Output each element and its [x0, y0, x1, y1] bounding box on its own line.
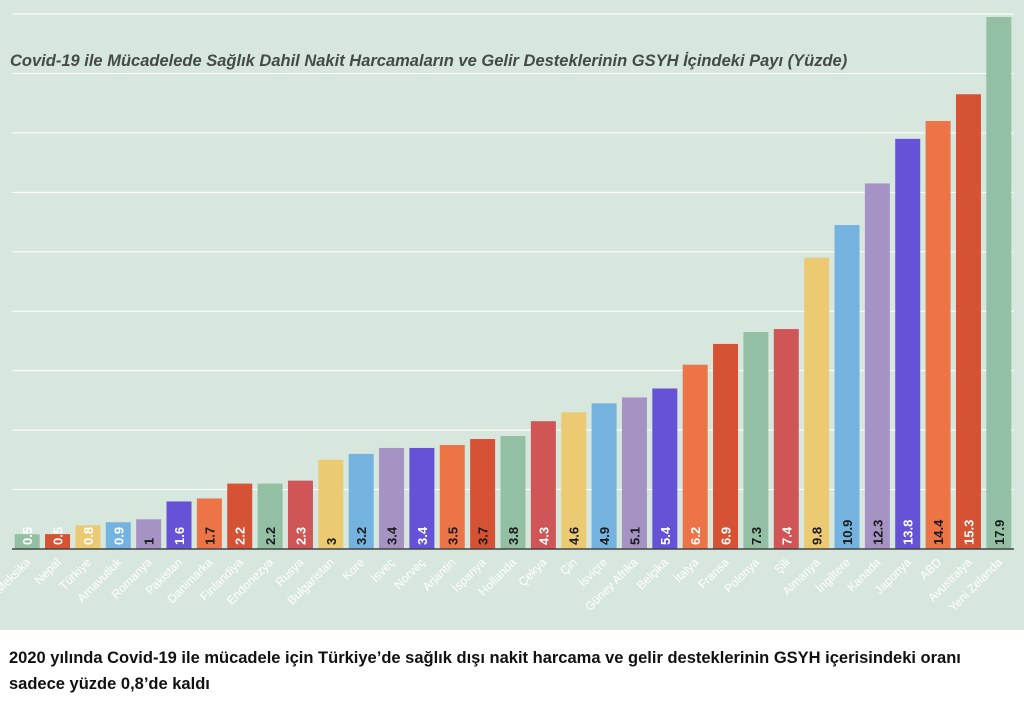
bar — [530, 421, 556, 549]
bar — [75, 525, 101, 549]
bar-value-label: 4.6 — [567, 527, 582, 545]
category-tick-label: Çekya — [516, 555, 550, 589]
bar-value-label: 3.5 — [445, 527, 460, 545]
category-tick-label: Çin — [557, 555, 580, 578]
category-tick-label: Şili — [771, 555, 792, 576]
category-tick-label: Meksika — [0, 555, 34, 596]
bar — [955, 94, 981, 549]
bar-value-label: 5.1 — [627, 527, 642, 545]
bar-value-label: 10.9 — [840, 520, 855, 545]
bar — [804, 257, 830, 549]
bar-value-label: 2.2 — [233, 527, 248, 545]
bar-value-label: 2.2 — [263, 527, 278, 545]
bar — [227, 483, 253, 549]
bar — [925, 121, 951, 549]
bar-value-label: 1.7 — [202, 527, 217, 545]
bar — [773, 329, 799, 549]
bar — [257, 483, 283, 549]
bar — [287, 480, 313, 549]
bar — [409, 447, 435, 549]
bar — [743, 332, 769, 549]
bar-value-label: 1 — [142, 538, 157, 545]
bar-value-label: 9.8 — [810, 527, 825, 545]
bar-value-label: 14.4 — [931, 519, 946, 545]
bar-chart: 0.5Meksika0.5Nepal0.8Türkiye0.9Arnavutlu… — [0, 13, 1014, 614]
bar-value-label: 3 — [324, 538, 339, 545]
bar-value-label: 6.9 — [719, 527, 734, 545]
bar-value-label: 0.9 — [111, 527, 126, 545]
bar-value-label: 4.9 — [597, 527, 612, 545]
caption: 2020 yılında Covid-19 ile mücadele için … — [9, 649, 961, 693]
bar-value-label: 3.8 — [506, 527, 521, 545]
bar — [652, 388, 678, 549]
bar-value-label: 12.3 — [870, 520, 885, 545]
chart-title: Covid-19 ile Mücadelede Sağlık Dahil Nak… — [10, 52, 848, 70]
bar — [379, 447, 405, 549]
bar — [895, 138, 921, 550]
category-tick-label: Belçika — [634, 555, 671, 592]
category-tick-label: Kore — [339, 555, 367, 583]
bar-value-label: 2.3 — [293, 527, 308, 545]
bar-value-label: 4.3 — [536, 527, 551, 545]
bar-value-label: 3.4 — [385, 526, 400, 545]
bar — [682, 364, 708, 549]
bar-value-label: 0.5 — [20, 527, 35, 545]
bar-value-label: 0.5 — [51, 527, 66, 545]
bar-value-label: 3.7 — [476, 527, 491, 545]
bar-value-label: 5.4 — [658, 526, 673, 545]
bar-value-label: 3.4 — [415, 526, 430, 545]
bar-value-label: 0.8 — [81, 527, 96, 545]
bar — [105, 522, 131, 549]
bar-value-label: 17.9 — [992, 520, 1007, 545]
bar — [713, 343, 739, 549]
bar — [621, 397, 647, 549]
bar — [136, 519, 162, 549]
bar-value-label: 13.8 — [901, 520, 916, 545]
bar-value-label: 6.2 — [688, 527, 703, 545]
bar — [864, 183, 890, 549]
bar — [318, 459, 344, 549]
bar — [561, 412, 587, 549]
bar-value-label: 7.3 — [749, 527, 764, 545]
bar — [591, 403, 617, 549]
bar — [470, 439, 496, 549]
bar — [439, 444, 465, 549]
bar — [348, 453, 374, 549]
bar — [834, 225, 860, 549]
bar — [45, 534, 71, 549]
bar-value-label: 15.3 — [961, 520, 976, 545]
bar — [500, 436, 526, 549]
bar-value-label: 3.2 — [354, 527, 369, 545]
bar-value-label: 7.4 — [779, 526, 794, 545]
bar — [196, 498, 222, 549]
category-tick-label: İngiltere — [813, 555, 853, 595]
bar — [166, 501, 192, 549]
chart-area: 0.5 Meksika 0.5 Nepal 0.8 Türkiye 0.9 Arnavutlu… — [0, 0, 1024, 630]
bar — [986, 16, 1012, 549]
bar — [14, 534, 40, 549]
bar-value-label: 1.6 — [172, 527, 187, 545]
